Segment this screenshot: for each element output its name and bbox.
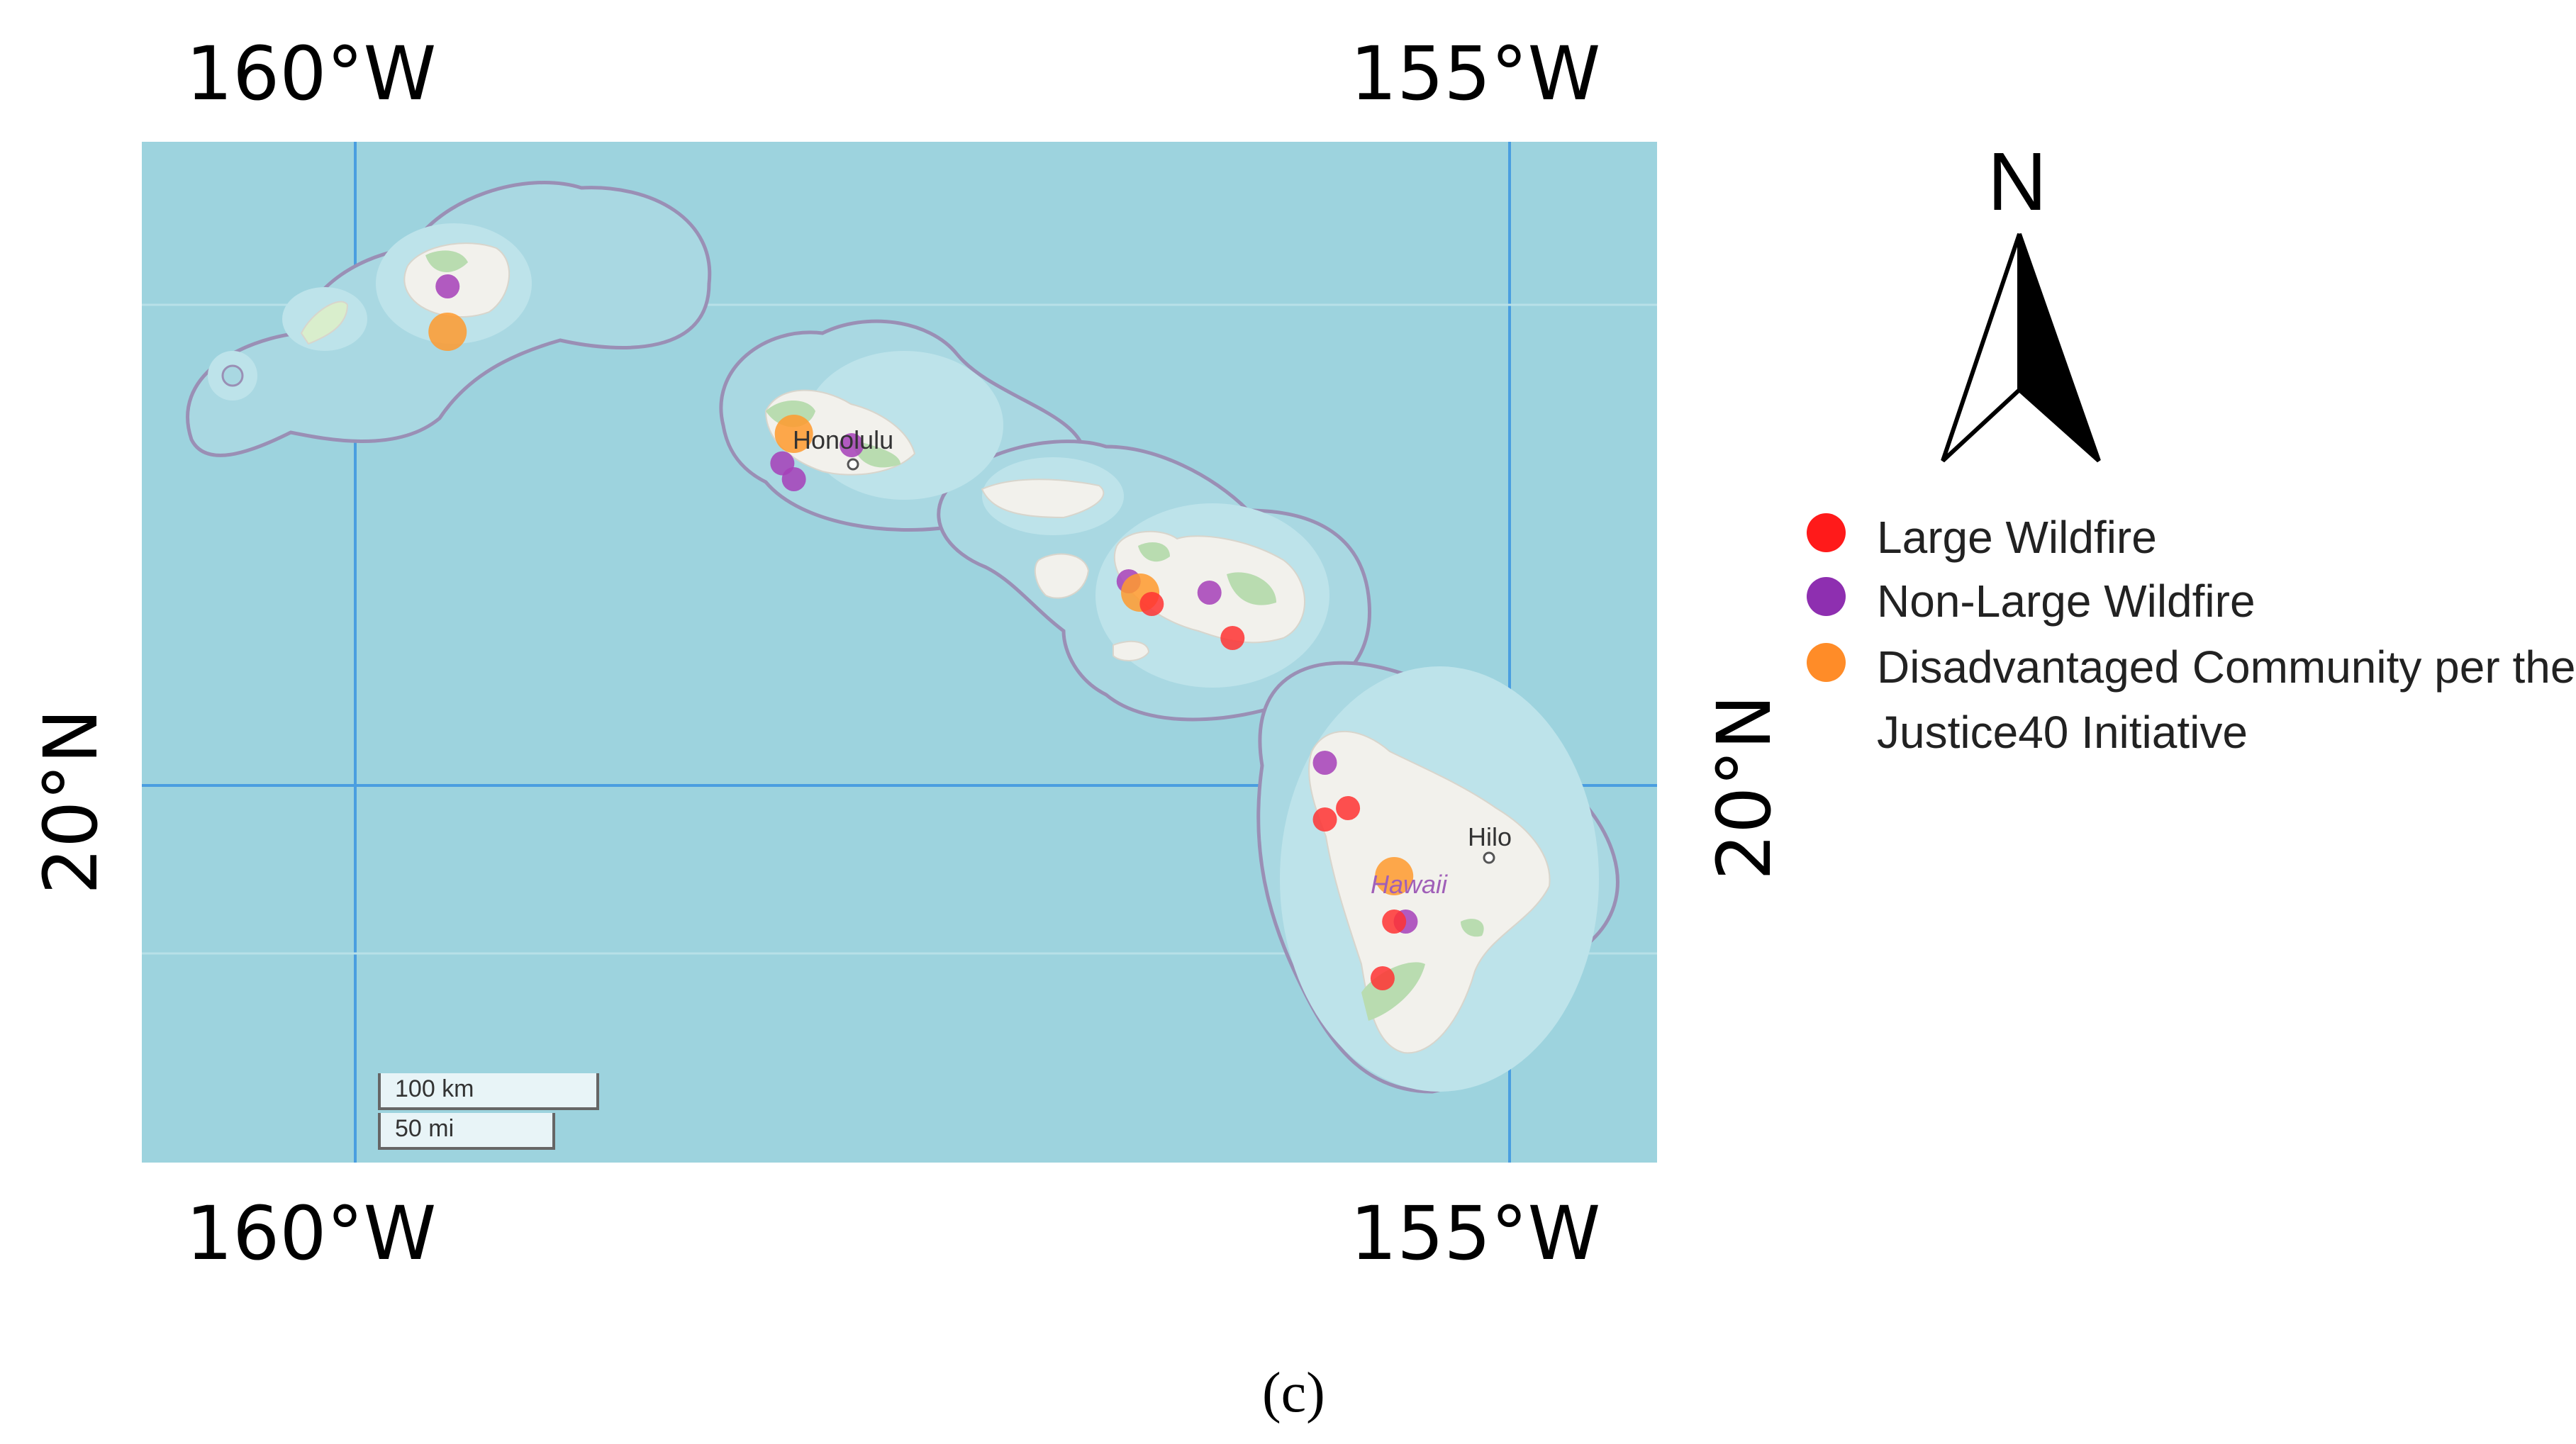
honolulu-marker-icon — [847, 458, 859, 471]
large-wildfire-marker[interactable] — [1139, 592, 1164, 616]
large-wildfire-marker[interactable] — [1336, 796, 1361, 820]
north-arrow-icon — [1941, 233, 2101, 463]
disadvantaged-community-marker[interactable] — [428, 313, 467, 351]
map-frame[interactable]: Honolulu Hilo Hawaii 100 km 50 mi — [142, 142, 1657, 1163]
bottom-right-longitude-label: 155°W — [1350, 1190, 1601, 1277]
north-label: N — [1987, 135, 2047, 228]
island-niihau — [300, 301, 349, 345]
legend-label-large-wildfire: Large Wildfire — [1877, 512, 2157, 563]
figure-caption: (c) — [1262, 1362, 1325, 1424]
marker-layer — [428, 274, 1418, 990]
island-kahoolawe — [1113, 640, 1150, 661]
non-large-wildfire-marker[interactable] — [435, 274, 460, 298]
legend-item-non-large-wildfire: Non-Large Wildfire — [1807, 569, 2576, 634]
legend-swatch-non-large-wildfire — [1807, 577, 1846, 616]
large-wildfire-marker[interactable] — [1370, 966, 1395, 990]
legend-label-disadvantaged-community: Disadvantaged Community per the Justice4… — [1877, 642, 2576, 758]
non-large-wildfire-marker[interactable] — [1197, 581, 1222, 605]
place-label-hawaii: Hawaii — [1371, 870, 1448, 899]
legend-swatch-large-wildfire — [1807, 513, 1846, 552]
island-molokai — [981, 478, 1105, 519]
map-canvas — [142, 142, 1657, 1163]
large-wildfire-marker[interactable] — [1382, 910, 1407, 934]
legend-item-large-wildfire: Large Wildfire — [1807, 505, 2576, 570]
disadvantaged-community-marker[interactable] — [774, 415, 813, 453]
legend-item-disadvantaged-community: Disadvantaged Community per the Justice4… — [1807, 634, 2576, 765]
island-niihau-islet — [221, 364, 244, 387]
scale-bar-mi: 50 mi — [378, 1113, 555, 1150]
large-wildfire-marker[interactable] — [1312, 807, 1337, 832]
place-label-honolulu: Honolulu — [793, 425, 894, 454]
island-lanai — [1034, 553, 1090, 599]
top-right-longitude-label: 155°W — [1350, 30, 1601, 117]
non-large-wildfire-marker[interactable] — [781, 467, 806, 491]
non-large-wildfire-marker[interactable] — [1312, 751, 1337, 775]
legend-swatch-disadvantaged-community — [1807, 643, 1846, 682]
island-hawaii — [1308, 730, 1551, 1054]
right-latitude-label: 20°N — [1701, 694, 1788, 880]
large-wildfire-marker[interactable] — [1220, 626, 1245, 650]
hilo-marker-icon — [1483, 851, 1495, 864]
scale-bar-km: 100 km — [378, 1073, 599, 1110]
left-latitude-label: 20°N — [28, 708, 114, 895]
legend-label-non-large-wildfire: Non-Large Wildfire — [1877, 576, 2256, 627]
top-left-longitude-label: 160°W — [186, 30, 437, 117]
bottom-left-longitude-label: 160°W — [186, 1190, 437, 1277]
disadvantaged-community-marker[interactable] — [1375, 857, 1414, 895]
non-large-wildfire-marker[interactable] — [840, 433, 864, 457]
place-label-hilo: Hilo — [1468, 822, 1512, 851]
